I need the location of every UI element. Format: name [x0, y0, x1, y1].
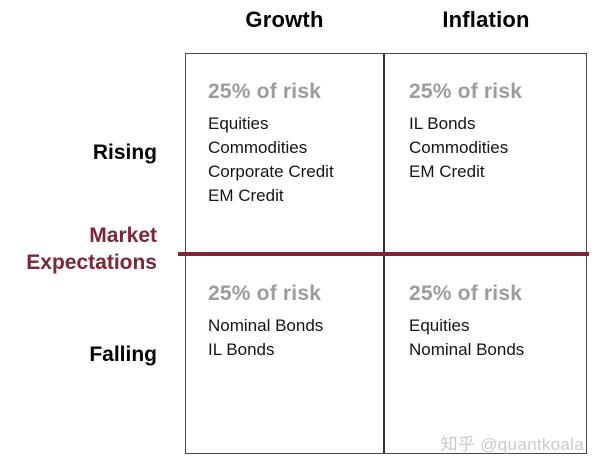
quadrant-falling-inflation: 25% of risk Equities Nominal Bonds	[409, 281, 584, 362]
asset-item: EM Credit	[409, 162, 485, 181]
asset-item: Nominal Bonds	[208, 316, 324, 335]
quadrant-falling-growth: 25% of risk Nominal Bonds IL Bonds	[208, 281, 383, 362]
row-label-falling: Falling	[89, 343, 157, 366]
asset-item: IL Bonds	[409, 114, 476, 133]
quadrant-rising-growth: 25% of risk Equities Commodities Corpora…	[208, 79, 383, 208]
market-expectations-divider-line	[178, 252, 589, 256]
asset-item: Equities	[208, 114, 269, 133]
risk-share-label: 25% of risk	[409, 80, 523, 103]
axis-label-market-expectations: Market Expectations	[0, 222, 157, 276]
risk-share-label: 25% of risk	[409, 282, 523, 305]
asset-item: Corporate Credit	[208, 162, 334, 181]
column-header-inflation: Inflation	[442, 7, 530, 32]
quadrant-rising-inflation: 25% of risk IL Bonds Commodities EM Cred…	[409, 79, 584, 184]
row-label-rising: Rising	[92, 141, 157, 164]
asset-item: Commodities	[208, 138, 308, 157]
asset-item: Commodities	[409, 138, 509, 157]
column-header-growth: Growth	[245, 7, 324, 32]
axis-label-line2: Expectations	[26, 251, 157, 274]
risk-share-label: 25% of risk	[208, 282, 322, 305]
watermark: 知乎 @quantkoala	[440, 435, 584, 454]
risk-share-label: 25% of risk	[208, 80, 322, 103]
asset-item: IL Bonds	[208, 340, 275, 359]
asset-item: Nominal Bonds	[409, 340, 525, 359]
asset-item: Equities	[409, 316, 470, 335]
axis-label-line1: Market	[89, 224, 157, 247]
asset-item: EM Credit	[208, 186, 284, 205]
